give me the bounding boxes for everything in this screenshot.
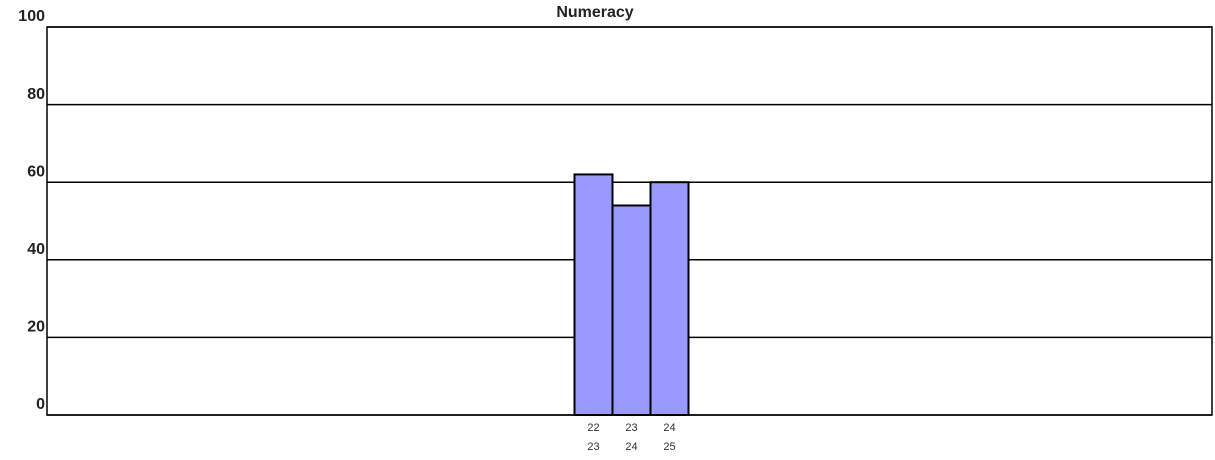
x-tick-label: 22 xyxy=(587,422,599,434)
bar xyxy=(611,204,652,416)
x-tick-label: 25 xyxy=(663,441,675,453)
bar xyxy=(649,181,690,416)
x-tick-label: 23 xyxy=(587,441,599,453)
y-tick-label: 20 xyxy=(27,319,45,336)
y-tick-label: 100 xyxy=(18,8,45,25)
x-tick-label: 24 xyxy=(663,422,675,434)
x-tick-label: 23 xyxy=(625,422,637,434)
y-tick-label: 80 xyxy=(27,86,45,103)
chart-title: Numeracy xyxy=(556,4,633,21)
y-tick-label: 40 xyxy=(27,241,45,258)
y-tick-label: 60 xyxy=(27,163,45,180)
bar xyxy=(573,173,614,416)
y-tick-label: 0 xyxy=(36,396,45,413)
x-tick-label: 24 xyxy=(625,441,637,453)
